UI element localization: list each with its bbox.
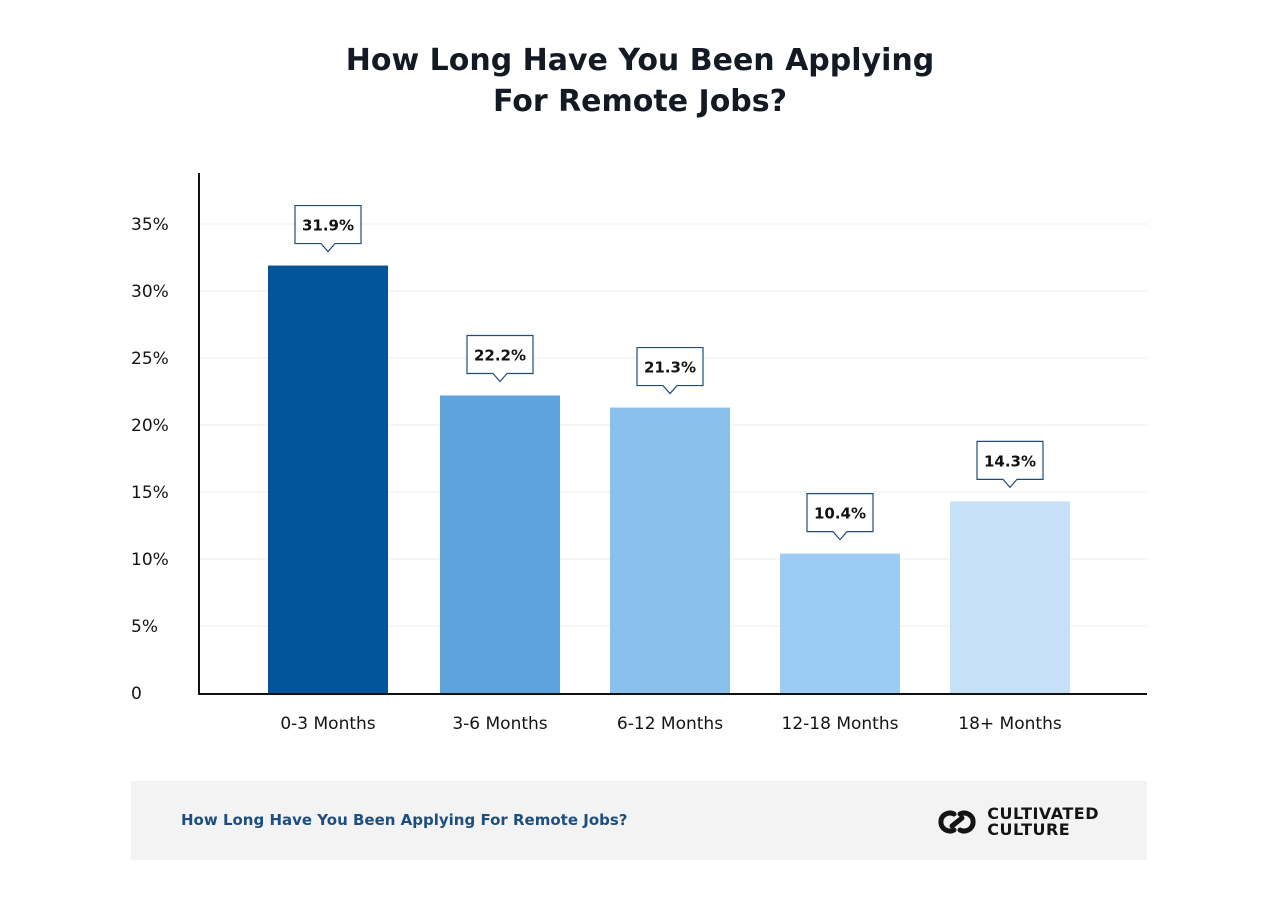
x-tick-label: 12-18 Months [782,714,899,734]
x-tick-label: 3-6 Months [452,714,547,734]
y-tick-label: 30% [131,282,169,302]
footer-banner: How Long Have You Been Applying For Remo… [131,781,1147,860]
brand-logo: CULTIVATED CULTURE [937,805,1099,839]
x-tick-label: 6-12 Months [617,714,723,734]
bar [780,553,900,693]
chart-title-line-1: How Long Have You Been Applying [345,43,935,78]
data-label: 14.3% [984,452,1036,470]
bar [440,395,560,693]
data-label-callout [976,440,1044,489]
data-label: 31.9% [302,217,354,235]
data-label-callout [294,204,362,253]
y-tick-label: 20% [131,416,169,436]
data-label-callout [806,493,874,541]
bar-chart: 0 5% 10% 15% 20% 25% 30% 35% 0-3 Months 3-6 Month… [131,173,1147,734]
footer-caption: How Long Have You Been Applying For Remo… [181,811,628,829]
y-tick-label: 5% [131,617,158,637]
y-tick-label: 10% [131,550,169,570]
bar [950,501,1070,693]
brand-wordmark: CULTIVATED CULTURE [987,806,1099,838]
brand-line-1: CULTIVATED [987,804,1099,823]
chain-link-icon [938,810,976,834]
bar [610,407,730,693]
data-label: 22.2% [474,347,526,365]
data-label-callout [636,346,704,395]
chart-title: How Long Have You Been Applying For Remo… [0,40,1280,122]
bar [268,265,388,693]
data-label: 21.3% [644,359,696,377]
x-tick-label: 0-3 Months [280,714,375,734]
y-tick-label: 0 [131,684,142,704]
data-label-callout [466,334,534,383]
y-tick-label: 15% [131,483,169,503]
y-tick-label: 25% [131,349,169,369]
y-tick-label: 35% [131,215,169,235]
brand-line-2: CULTURE [987,820,1071,839]
data-label: 10.4% [814,505,866,523]
x-tick-label: 18+ Months [958,714,1062,734]
chart-title-line-2: For Remote Jobs? [492,84,788,119]
